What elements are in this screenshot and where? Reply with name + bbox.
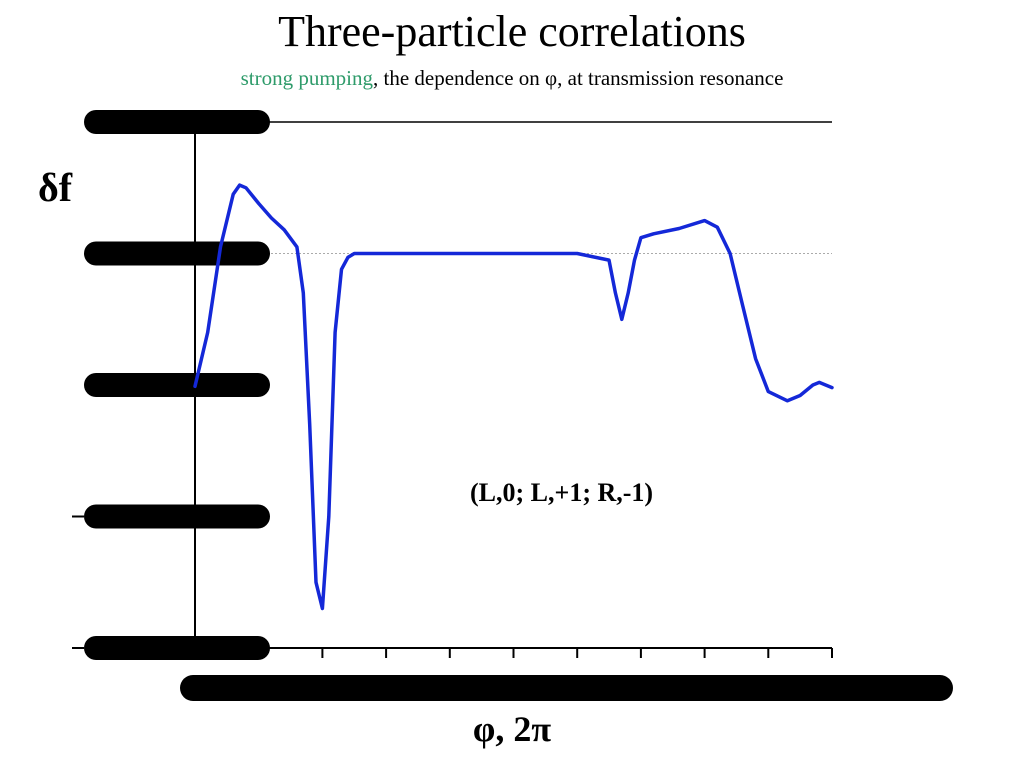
y-axis	[72, 110, 832, 660]
y-tick-label-blob	[84, 373, 270, 397]
y-axis-label: δf	[38, 165, 73, 210]
y-tick-label-blob	[84, 110, 270, 134]
y-tick-label-blob	[84, 504, 270, 529]
x-axis	[180, 647, 953, 701]
subtitle-rest: , the dependence on φ, at transmission r…	[373, 66, 784, 90]
x-axis-label: φ, 2π	[472, 709, 552, 749]
series-line-0	[193, 183, 834, 611]
chart-annotation: (L,0; L,+1; R,-1)	[470, 478, 654, 507]
slide-subtitle: strong pumping, the dependence on φ, at …	[0, 66, 1024, 91]
x-tick-label-blob	[180, 675, 953, 701]
series-group	[193, 183, 834, 611]
y-tick-label-blob	[84, 636, 270, 660]
subtitle-highlight: strong pumping	[240, 66, 373, 90]
y-tick-label-blob	[84, 241, 270, 266]
slide-title: Three-particle correlations	[278, 7, 746, 56]
